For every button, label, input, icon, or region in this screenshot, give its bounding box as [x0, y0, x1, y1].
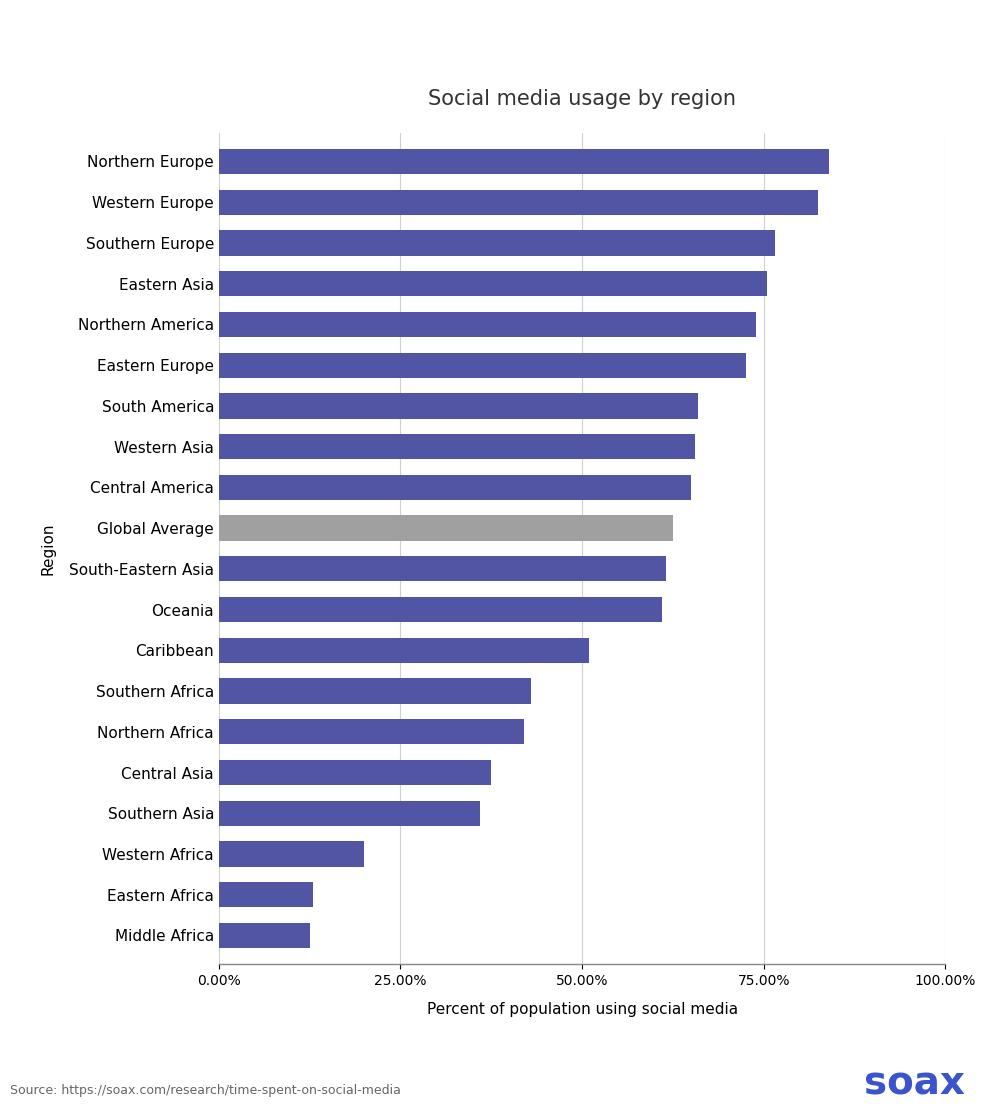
Text: soax: soax	[863, 1065, 964, 1102]
X-axis label: Percent of population using social media: Percent of population using social media	[426, 1002, 737, 1016]
Bar	[219, 597, 661, 623]
Bar	[219, 678, 531, 704]
Bar	[219, 923, 309, 948]
Bar	[219, 719, 524, 745]
Bar	[219, 760, 491, 786]
Bar	[219, 474, 690, 500]
Text: Source: https://soax.com/research/time-spent-on-social-media: Source: https://soax.com/research/time-s…	[10, 1084, 401, 1097]
Bar	[219, 434, 694, 459]
Bar	[219, 311, 755, 337]
Bar	[219, 148, 828, 174]
Title: Social media usage by region: Social media usage by region	[427, 89, 736, 110]
Bar	[219, 189, 817, 215]
Bar	[219, 841, 364, 866]
Bar	[219, 515, 672, 541]
Bar	[219, 230, 773, 256]
Bar	[219, 271, 766, 296]
Bar	[219, 638, 588, 663]
Bar	[219, 352, 745, 378]
Bar	[219, 882, 313, 907]
Bar	[219, 801, 480, 825]
Bar	[219, 393, 698, 419]
Y-axis label: Region: Region	[40, 522, 55, 575]
Bar	[219, 556, 665, 582]
